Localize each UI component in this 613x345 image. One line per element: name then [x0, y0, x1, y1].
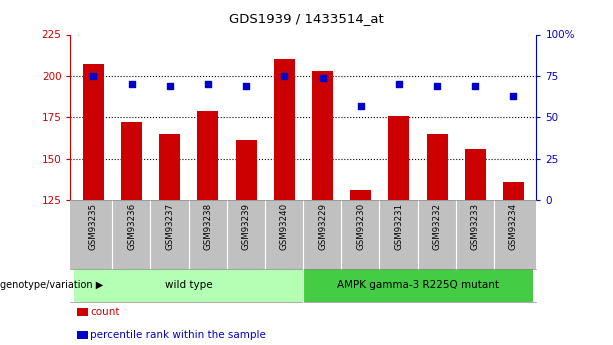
Point — [127, 81, 137, 87]
Point — [280, 73, 289, 79]
Text: percentile rank within the sample: percentile rank within the sample — [90, 330, 266, 339]
Text: GSM93240: GSM93240 — [280, 203, 289, 250]
Text: GSM93230: GSM93230 — [356, 203, 365, 250]
Text: GSM93234: GSM93234 — [509, 203, 518, 250]
Point — [318, 75, 327, 80]
Bar — [312, 71, 333, 200]
Bar — [274, 59, 295, 200]
Text: AMPK gamma-3 R225Q mutant: AMPK gamma-3 R225Q mutant — [337, 280, 499, 290]
Bar — [159, 134, 180, 200]
Bar — [197, 111, 218, 200]
Text: GSM93231: GSM93231 — [394, 203, 403, 250]
Point — [394, 81, 404, 87]
Text: GSM93238: GSM93238 — [204, 203, 213, 250]
Text: wild type: wild type — [165, 280, 213, 290]
Point — [470, 83, 480, 89]
Bar — [503, 182, 524, 200]
Point — [203, 81, 213, 87]
Point — [509, 93, 519, 99]
Text: GSM93237: GSM93237 — [166, 203, 174, 250]
Bar — [83, 64, 104, 200]
Text: GSM93239: GSM93239 — [242, 203, 251, 250]
Bar — [389, 116, 409, 200]
Text: GSM93236: GSM93236 — [127, 203, 136, 250]
Bar — [427, 134, 447, 200]
Point — [432, 83, 442, 89]
Text: count: count — [90, 307, 120, 317]
Bar — [121, 122, 142, 200]
Point — [88, 73, 98, 79]
Text: GSM93232: GSM93232 — [433, 203, 441, 250]
Point — [242, 83, 251, 89]
Bar — [465, 149, 485, 200]
Text: GSM93235: GSM93235 — [89, 203, 98, 250]
Point — [356, 103, 365, 108]
Text: GSM93233: GSM93233 — [471, 203, 480, 250]
Bar — [350, 190, 371, 200]
Bar — [235, 140, 257, 200]
Text: genotype/variation ▶: genotype/variation ▶ — [0, 280, 103, 290]
Text: GDS1939 / 1433514_at: GDS1939 / 1433514_at — [229, 12, 384, 25]
Point — [165, 83, 175, 89]
Text: GSM93229: GSM93229 — [318, 203, 327, 250]
